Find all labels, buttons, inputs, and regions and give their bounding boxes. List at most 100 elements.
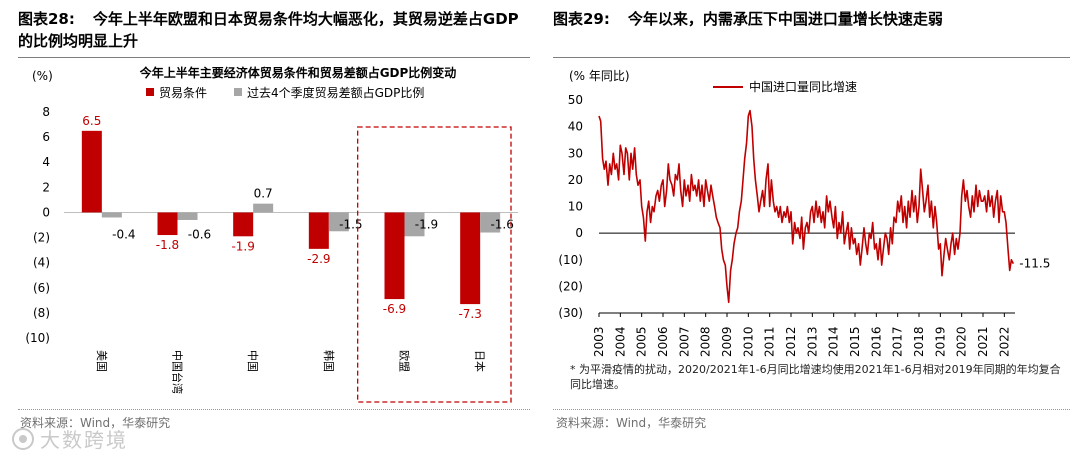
bar-trade-balance [404, 212, 425, 237]
bar-trade-balance [101, 212, 122, 218]
x-tick-label: 2009 [720, 326, 734, 357]
y-tick-label: 4 [42, 155, 50, 169]
x-tick-label: 2020 [955, 326, 969, 357]
x-tick-label: 2012 [784, 326, 798, 357]
legend-label-0: 贸易条件 [159, 86, 207, 100]
bar-chart-x-axis: 美国 中国台湾 中国 韩国 欧盟 日本 [95, 350, 487, 394]
y-tick-label: 8 [42, 105, 50, 119]
line-chart-footnote: * 为平滑疫情的扰动，2020/2021年1-6月同比增速均使用2021年1-6… [570, 363, 1061, 391]
watermark: 大数跨境 [10, 424, 128, 453]
bar-trade-balance [328, 212, 349, 232]
x-category-label: 中国 [246, 350, 259, 372]
watermark-text: 大数跨境 [40, 428, 128, 452]
right-source-rule [553, 409, 1070, 410]
x-tick-label: 2022 [997, 326, 1011, 357]
left-figure-title-text: 今年上半年欧盟和日本贸易条件均大幅恶化，其贸易逆差占GDP 的比例均明显上升 [18, 10, 519, 50]
bar-data-label: -1.9 [415, 217, 438, 231]
bar-data-label: -2.9 [307, 252, 330, 266]
bar-data-label: -0.6 [188, 227, 211, 241]
y-tick-label: 30 [568, 146, 583, 160]
bar-chart-y-axis: 8 6 4 2 0 (2) (4) (6) (8) (10) [25, 105, 518, 345]
bar-data-label: 0.7 [254, 187, 273, 201]
bar-data-label: -1.6 [490, 217, 513, 231]
bar-trade-terms [157, 212, 178, 236]
bar-trade-terms [233, 212, 254, 237]
line-last-value-label: -11.5 [1019, 257, 1050, 271]
right-figure-title-text: 今年以来，内需承压下中国进口量增长快速走弱 [627, 10, 943, 28]
left-source-rule [18, 409, 530, 410]
left-figure-label: 图表28: [18, 10, 75, 28]
bar-trade-terms [81, 130, 102, 213]
x-tick-label: 2007 [677, 326, 691, 357]
left-figure-title: 图表28: 今年上半年欧盟和日本贸易条件均大幅恶化，其贸易逆差占GDP 的比例均明… [18, 8, 538, 52]
y-tick-label: 40 [568, 120, 583, 134]
x-tick-label: 2015 [848, 326, 862, 357]
legend-swatch-1 [234, 88, 242, 96]
x-tick-label: 2021 [976, 326, 990, 357]
x-category-label: 日本 [473, 350, 487, 372]
right-source-note: 资料来源：Wind，华泰研究 [556, 416, 707, 430]
x-tick-label: 2010 [741, 326, 755, 357]
y-tick-label: (8) [33, 306, 50, 320]
x-category-label: 美国 [95, 350, 108, 372]
line-chart-y-axis: 50 40 30 20 10 0 (10) (20) (30) [558, 93, 1015, 320]
x-tick-label: 2006 [656, 326, 670, 357]
x-tick-label: 2005 [635, 326, 649, 357]
bar-chart: 今年上半年主要经济体贸易条件和贸易差额占GDP比例变动 (%) 贸易条件 过去4个… [25, 65, 518, 403]
x-tick-label: 2011 [763, 326, 777, 357]
right-figure-title: 图表29: 今年以来，内需承压下中国进口量增长快速走弱 [553, 8, 1073, 30]
highlight-box [357, 126, 512, 403]
bar-chart-title: 今年上半年主要经济体贸易条件和贸易差额占GDP比例变动 [139, 65, 457, 80]
bar-trade-terms [384, 212, 405, 300]
x-tick-label: 2004 [613, 326, 627, 357]
line-chart-unit-label: (% 年同比) [569, 69, 630, 83]
x-category-label: 欧盟 [398, 350, 411, 372]
x-tick-label: 2018 [912, 326, 926, 357]
y-tick-label: 2 [42, 180, 50, 194]
x-tick-label: 2014 [827, 326, 841, 357]
bar-chart-unit-label: (%) [32, 69, 53, 83]
bar-trade-terms [460, 212, 481, 305]
bar-chart-data-labels: 6.5 -0.4 -1.8 -0.6 -1.9 0.7 -2.9 -1.5 -6.9 -1.9 -7… [82, 114, 514, 321]
bar-chart-legend: 贸易条件 过去4个季度贸易差额占GDP比例 [146, 85, 424, 100]
x-category-label: 中国台湾 [171, 350, 185, 394]
y-tick-label: (20) [558, 279, 583, 293]
bar-data-label: 6.5 [82, 114, 101, 128]
y-tick-label: (2) [33, 231, 50, 245]
x-tick-label: 2013 [805, 326, 819, 357]
y-tick-label: 0 [575, 226, 583, 240]
left-title-rule [18, 57, 530, 58]
y-tick-label: 6 [42, 130, 50, 144]
y-tick-label: (4) [33, 256, 50, 270]
bar-chart-bars [81, 130, 501, 305]
y-tick-label: 0 [42, 205, 50, 219]
y-tick-label: 10 [568, 200, 583, 214]
bar-data-label: -7.3 [458, 307, 481, 321]
y-tick-label: 50 [568, 93, 583, 107]
x-tick-label: 2019 [933, 326, 947, 357]
bar-data-label: -1.8 [156, 238, 179, 252]
bar-trade-terms [308, 212, 329, 249]
legend-label: 中国进口量同比增速 [749, 79, 857, 94]
x-category-label: 韩国 [322, 350, 336, 372]
left-source-note: 资料来源：Wind，华泰研究 [20, 416, 171, 430]
bar-trade-balance [177, 212, 198, 220]
legend-swatch-0 [146, 88, 154, 96]
y-tick-label: 20 [568, 173, 583, 187]
y-tick-label: (6) [33, 281, 50, 295]
y-tick-label: (10) [25, 331, 50, 345]
bar-data-label: -1.9 [231, 239, 254, 253]
bar-data-label: -1.5 [339, 217, 362, 231]
line-chart: (% 年同比) 中国进口量同比增速 50403020100(10)(20)(30… [558, 69, 1050, 357]
x-tick-label: 2003 [592, 326, 606, 357]
x-tick-label: 2008 [699, 326, 713, 357]
right-figure-label: 图表29: [553, 10, 610, 28]
legend-label-1: 过去4个季度贸易差额占GDP比例 [247, 85, 424, 100]
bar-data-label: -0.4 [112, 227, 135, 241]
x-tick-label: 2017 [891, 326, 905, 357]
bar-data-label: -6.9 [383, 302, 406, 316]
line-chart-legend: 中国进口量同比增速 [713, 79, 857, 94]
line-series-import-volume [598, 109, 1015, 304]
y-tick-label: (30) [558, 306, 583, 320]
bar-trade-balance [480, 212, 501, 233]
